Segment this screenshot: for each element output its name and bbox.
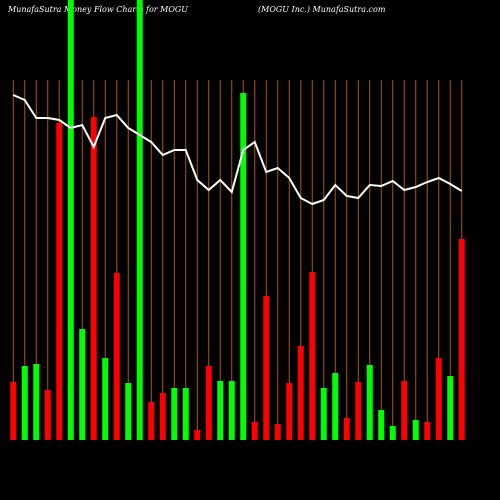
bar	[378, 410, 385, 440]
bar	[366, 365, 373, 440]
bar	[56, 123, 63, 440]
bar	[286, 383, 293, 440]
bar	[113, 273, 120, 440]
bar	[217, 381, 224, 440]
bar	[148, 402, 155, 440]
bar	[171, 388, 178, 440]
bar	[343, 418, 350, 440]
bar	[44, 390, 51, 440]
bar	[389, 426, 396, 440]
bar	[10, 382, 17, 440]
bar	[458, 239, 465, 440]
bar	[424, 422, 431, 440]
bar	[274, 424, 281, 440]
bar	[102, 358, 109, 440]
bar	[21, 366, 28, 440]
bar	[435, 358, 442, 440]
bar	[263, 296, 270, 440]
bar	[194, 430, 201, 440]
bar	[159, 393, 166, 440]
bar	[401, 381, 408, 440]
bar	[309, 272, 316, 440]
bar	[90, 117, 97, 440]
bar	[251, 422, 258, 440]
bar	[125, 383, 132, 440]
bar	[297, 346, 304, 440]
bar	[182, 388, 189, 440]
chart-subtitle: (MOGU Inc.) MunafaSutra.com	[258, 5, 386, 14]
bar	[412, 420, 419, 440]
bar	[136, 0, 143, 440]
bar	[355, 382, 362, 440]
line	[12, 94, 463, 206]
bar	[228, 381, 235, 440]
bar	[332, 373, 339, 440]
bar	[33, 364, 40, 440]
bar	[79, 329, 86, 440]
bar	[67, 0, 74, 440]
chart-title: MunafaSutra Money Flow Charts for MOGU	[7, 5, 188, 14]
bar	[240, 93, 247, 440]
bar	[205, 366, 212, 440]
bar	[447, 376, 454, 440]
bar	[320, 388, 327, 440]
